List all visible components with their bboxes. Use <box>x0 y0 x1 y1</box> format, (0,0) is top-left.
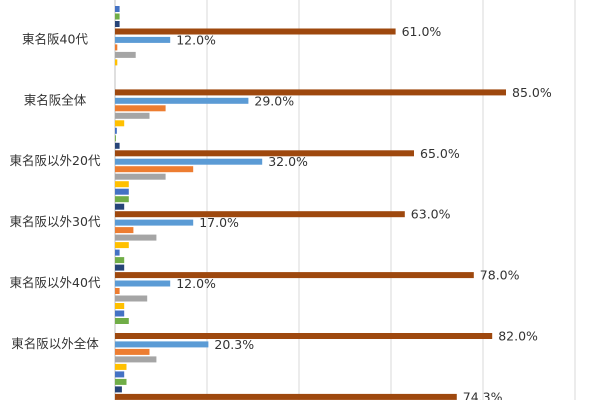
bar <box>115 150 414 157</box>
bar <box>115 6 120 12</box>
category-label: 東名阪以外40代 <box>10 275 101 290</box>
category-label: 東名阪以外全体 <box>11 336 99 351</box>
bar <box>115 142 120 149</box>
labels: 61.0% 東名阪40代 12.0% 85.0% 東名阪全体 29.0% 65.0% 東名阪以… <box>10 24 552 400</box>
bar <box>115 288 120 294</box>
data-label: 78.0% <box>480 268 520 283</box>
category-label: 東名阪以外20代 <box>10 153 101 168</box>
bar <box>115 28 396 35</box>
bar <box>115 211 405 218</box>
bar <box>115 44 118 51</box>
bar <box>115 105 166 112</box>
category-label: 東名阪以外30代 <box>10 214 101 229</box>
bar <box>115 196 129 203</box>
bar <box>115 173 166 180</box>
bars <box>115 6 506 400</box>
bar <box>115 158 263 165</box>
bar <box>115 135 116 142</box>
bar <box>115 348 150 355</box>
bar <box>115 318 129 324</box>
bar <box>115 341 209 348</box>
data-label: 63.0% <box>411 207 451 222</box>
bar <box>115 393 457 400</box>
bar <box>115 280 171 287</box>
bar <box>115 127 117 134</box>
bar <box>115 13 120 20</box>
data-label: 65.0% <box>420 146 460 161</box>
bar <box>115 36 171 43</box>
data-label: 74.3% <box>463 389 503 400</box>
category-label: 東名阪全体 <box>24 92 87 107</box>
data-label: 12.0% <box>176 32 216 47</box>
bar <box>115 59 118 66</box>
bar <box>115 112 150 119</box>
bar <box>115 303 125 309</box>
bar <box>115 219 194 226</box>
bar <box>115 97 249 104</box>
data-label: 24.7% <box>235 398 275 400</box>
data-label: 12.0% <box>176 276 216 291</box>
bar <box>115 242 129 249</box>
data-label: 29.0% <box>254 93 294 108</box>
bar <box>115 203 125 210</box>
bar <box>115 51 136 58</box>
bar <box>115 363 127 370</box>
bar <box>115 166 194 173</box>
category-label: 東名阪40代 <box>22 31 88 46</box>
data-label: 17.0% <box>199 215 239 230</box>
bar <box>115 264 125 271</box>
bar <box>115 89 506 96</box>
bar <box>115 333 493 339</box>
data-label: 82.0% <box>498 329 538 344</box>
bar <box>115 378 127 385</box>
bar <box>115 227 134 234</box>
bar <box>115 356 157 363</box>
bar <box>115 249 120 256</box>
bar <box>115 295 148 302</box>
bar <box>115 371 125 378</box>
bar <box>115 234 157 241</box>
bar <box>115 181 129 188</box>
bar <box>115 386 122 393</box>
bar <box>115 257 125 264</box>
bar <box>115 120 125 127</box>
bar <box>115 310 125 317</box>
data-label: 20.3% <box>214 337 254 352</box>
data-label: 85.0% <box>512 85 552 100</box>
data-label: 61.0% <box>402 24 442 39</box>
bar <box>115 188 129 195</box>
bar <box>115 21 120 27</box>
bar <box>115 272 474 279</box>
data-label: 32.0% <box>268 154 308 169</box>
